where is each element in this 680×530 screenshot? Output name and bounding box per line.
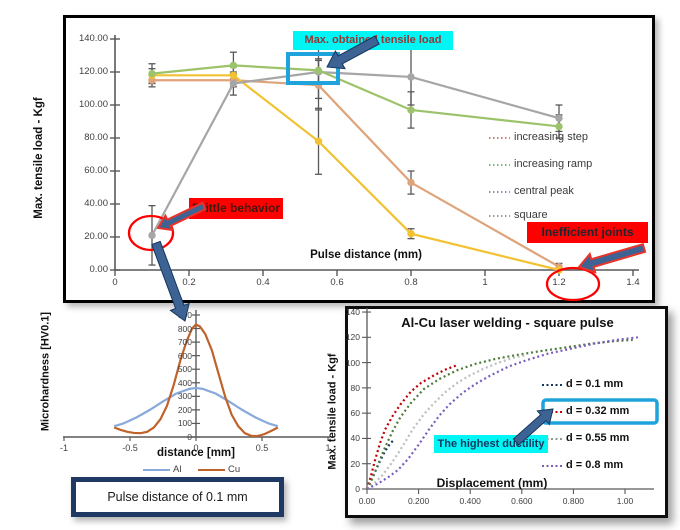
main-y-tick-label: 60.00 (84, 165, 108, 176)
inset-y-tick-label: 100 (345, 357, 360, 368)
micro-y-tick-label: 900 (177, 309, 192, 320)
micro-y-tick-label: 500 (177, 364, 192, 375)
main-y-tick-label: 140.00 (78, 33, 108, 44)
main-x-tick-label: 0 (112, 277, 118, 288)
main-y-tick-label: 120.00 (78, 66, 108, 77)
main-x-tick-label: 1 (482, 277, 488, 288)
main-legend-label: increasing step (514, 131, 588, 143)
main-legend-label: increasing ramp (514, 158, 593, 170)
inset-x-tick-label: 0.600 (511, 496, 533, 506)
annotation-inefficient-joints: Inefficient joints (527, 222, 648, 243)
micro-x-tick-label: 1 (325, 443, 331, 453)
inset-y-tick-label: 120 (345, 332, 360, 343)
micro-x-axis-label: distance [mm] (157, 447, 235, 459)
inset-x-tick-label: 0.800 (562, 496, 585, 506)
main-legend-label: central peak (514, 185, 574, 197)
main-x-tick-label: 1.4 (626, 277, 640, 288)
micro-y-tick-label: 600 (177, 350, 192, 361)
micro-x-tick-label: -0.5 (122, 443, 138, 453)
annotation-highest-ductility: The highest ductility (434, 435, 548, 453)
micro-y-tick-label: 700 (177, 337, 192, 348)
inset-title: Al-Cu laser welding - square pulse (401, 315, 614, 330)
micro-y-tick-label: 0 (187, 432, 192, 442)
main-x-tick-label: 1.2 (552, 277, 566, 288)
inset-legend-label: d = 0.55 mm (566, 432, 630, 444)
inset-legend-label: d = 0.32 mm (566, 405, 630, 417)
main-x-tick-label: 0.8 (404, 277, 418, 288)
annotation-brittle-behavior: Brittle behavior (189, 198, 283, 219)
micro-y-tick-label: 400 (177, 377, 192, 388)
caption-text: Pulse distance of 0.1 mm (107, 490, 248, 504)
inset-x-tick-label: 1.00 (616, 496, 634, 506)
inset-x-tick-label: 0.00 (358, 496, 376, 506)
micro-legend-label: Cu (228, 464, 241, 475)
main-y-tick-label: 80.00 (84, 132, 108, 143)
main-y-tick-label: 100.00 (78, 99, 108, 110)
annotation-max-tensile-load: Max. obtained tensile load (293, 31, 453, 50)
inset-x-tick-label: 0.200 (407, 496, 430, 506)
micro-legend-label: Al (173, 464, 182, 475)
inset-x-axis-label: Displacement (mm) (436, 476, 548, 490)
inset-y-tick-label: 40 (350, 433, 360, 444)
caption-box: Pulse distance of 0.1 mm (71, 477, 284, 517)
main-x-axis-label: Pulse distance (mm) (310, 249, 422, 261)
micro-x-tick-label: -1 (59, 443, 68, 453)
inset-y-tick-label: 60 (350, 408, 360, 419)
inset-y-axis-label: Max. tensile load - Kgf (326, 353, 339, 470)
micro-y-tick-label: 200 (177, 404, 192, 415)
micro-y-tick-label: 800 (177, 323, 192, 334)
main-y-axis-label: Max. tensile load - Kgf (33, 97, 45, 219)
micro-y-tick-label: 300 (177, 391, 192, 402)
main-x-tick-label: 0.6 (330, 277, 344, 288)
main-legend-label: square (514, 209, 548, 221)
inset-y-tick-label: 20 (350, 458, 360, 469)
micro-y-tick-label: 100 (177, 418, 192, 429)
inset-y-tick-label: 140 (345, 307, 360, 318)
main-x-tick-label: 0.2 (182, 277, 196, 288)
main-y-tick-label: 20.00 (84, 231, 108, 242)
micro-x-tick-label: 0.5 (255, 443, 269, 453)
main-y-tick-label: 0.00 (89, 264, 109, 275)
main-y-tick-label: 40.00 (84, 198, 108, 209)
inset-x-tick-label: 0.400 (459, 496, 481, 506)
main-x-tick-label: 0.4 (256, 277, 270, 288)
micro-y-axis-label: Microhardness [HV0.1] (39, 311, 52, 432)
micro-x-tick-label: 0 (193, 443, 199, 453)
inset-y-tick-label: 80 (350, 382, 360, 393)
inset-legend-label: d = 0.1 mm (566, 378, 624, 390)
inset-y-tick-label: 0 (355, 484, 360, 494)
inset-legend-label: d = 0.8 mm (566, 459, 624, 471)
